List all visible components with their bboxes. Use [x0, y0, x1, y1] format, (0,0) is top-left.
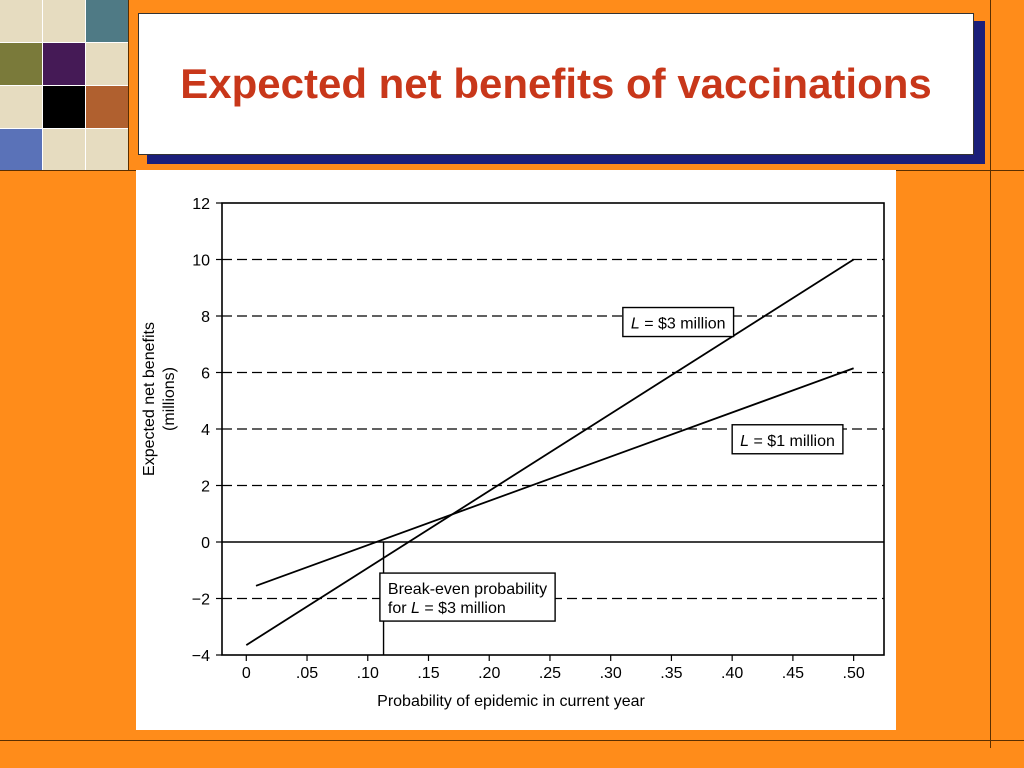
tile-9: [0, 129, 42, 171]
y-tick-label: 4: [201, 422, 210, 439]
annotation-text: L = $1 million: [740, 433, 835, 450]
annotation-text-pre: for: [388, 600, 411, 617]
x-axis-label: Probability of epidemic in current year: [377, 693, 645, 710]
y-tick-label: −4: [192, 648, 210, 665]
x-tick-label: .15: [417, 665, 439, 682]
y-tick-label: 6: [201, 366, 210, 383]
annotation-text-rest: = $3 million: [640, 316, 726, 333]
annotation-l3: L = $3 million: [622, 306, 735, 338]
y-tick-label: 12: [192, 196, 210, 213]
x-tick-label: .25: [539, 665, 561, 682]
y-axis-label-line1: Expected net benefits: [141, 322, 158, 476]
annotation-breakeven: Break-even probability for L = $3 million: [379, 572, 556, 622]
annotation-text-rest: Break-even probability: [388, 581, 547, 598]
annotation-text: Break-even probability: [388, 581, 547, 598]
annotation-text: for L = $3 million: [388, 600, 506, 617]
slide-title: Expected net benefits of vaccinations: [180, 60, 932, 107]
x-tick-label: 0: [242, 665, 251, 682]
tile-6: [0, 86, 42, 128]
y-tick-label: 10: [192, 253, 210, 270]
line-chart: −4 −2 0 2 4 6 8 10 12 0 .05 .10 .15 .20 .25 .30 .35 .40 .4…: [141, 196, 885, 710]
x-tick-label: .50: [843, 665, 865, 682]
tile-3: [0, 43, 42, 85]
x-tick-label: .30: [600, 665, 622, 682]
y-axis-label-line2: (millions): [161, 367, 178, 431]
slide-rule-bottom: [0, 740, 1024, 741]
y-axis-label: Expected net benefits (millions): [141, 322, 178, 476]
annotation-l1: L = $1 million: [731, 424, 844, 455]
decorative-tile-grid: [0, 0, 128, 171]
x-tick-label: .45: [782, 665, 804, 682]
x-tick-label: .20: [478, 665, 500, 682]
x-tick-label: .05: [296, 665, 318, 682]
annotation-text-rest: = $3 million: [420, 600, 506, 617]
x-tick-label: .40: [721, 665, 743, 682]
tile-7: [43, 86, 85, 128]
series-line-0: [245, 258, 855, 646]
tile-0: [0, 0, 42, 42]
annotation-text-italic: L: [411, 600, 420, 617]
tile-5: [86, 43, 128, 85]
x-tick-label: .10: [357, 665, 379, 682]
tile-11: [86, 129, 128, 171]
y-tick-label: −2: [192, 592, 210, 609]
tile-10: [43, 129, 85, 171]
title-box: Expected net benefits of vaccinations: [138, 13, 974, 155]
y-tick-label: 8: [201, 309, 210, 326]
annotation-box: [379, 572, 556, 622]
annotation-text: L = $3 million: [631, 316, 726, 333]
tile-8: [86, 86, 128, 128]
annotation-box: [622, 306, 735, 338]
x-tick-label: .35: [660, 665, 682, 682]
tile-4: [43, 43, 85, 85]
tile-2: [86, 0, 128, 42]
y-tick-label: 0: [201, 535, 210, 552]
slide-rule-left: [128, 0, 129, 170]
annotation-text-rest: = $1 million: [749, 433, 835, 450]
chart-panel: −4 −2 0 2 4 6 8 10 12 0 .05 .10 .15 .20 .25 .30 .35 .40 .4…: [136, 170, 896, 730]
y-tick-label: 2: [201, 479, 210, 496]
tile-1: [43, 0, 85, 42]
annotation-text-italic: L: [740, 433, 749, 450]
annotation-box: [731, 424, 844, 455]
slide-rule-right: [990, 0, 991, 748]
annotation-text-italic: L: [631, 316, 640, 333]
series-line-1: [255, 367, 854, 587]
